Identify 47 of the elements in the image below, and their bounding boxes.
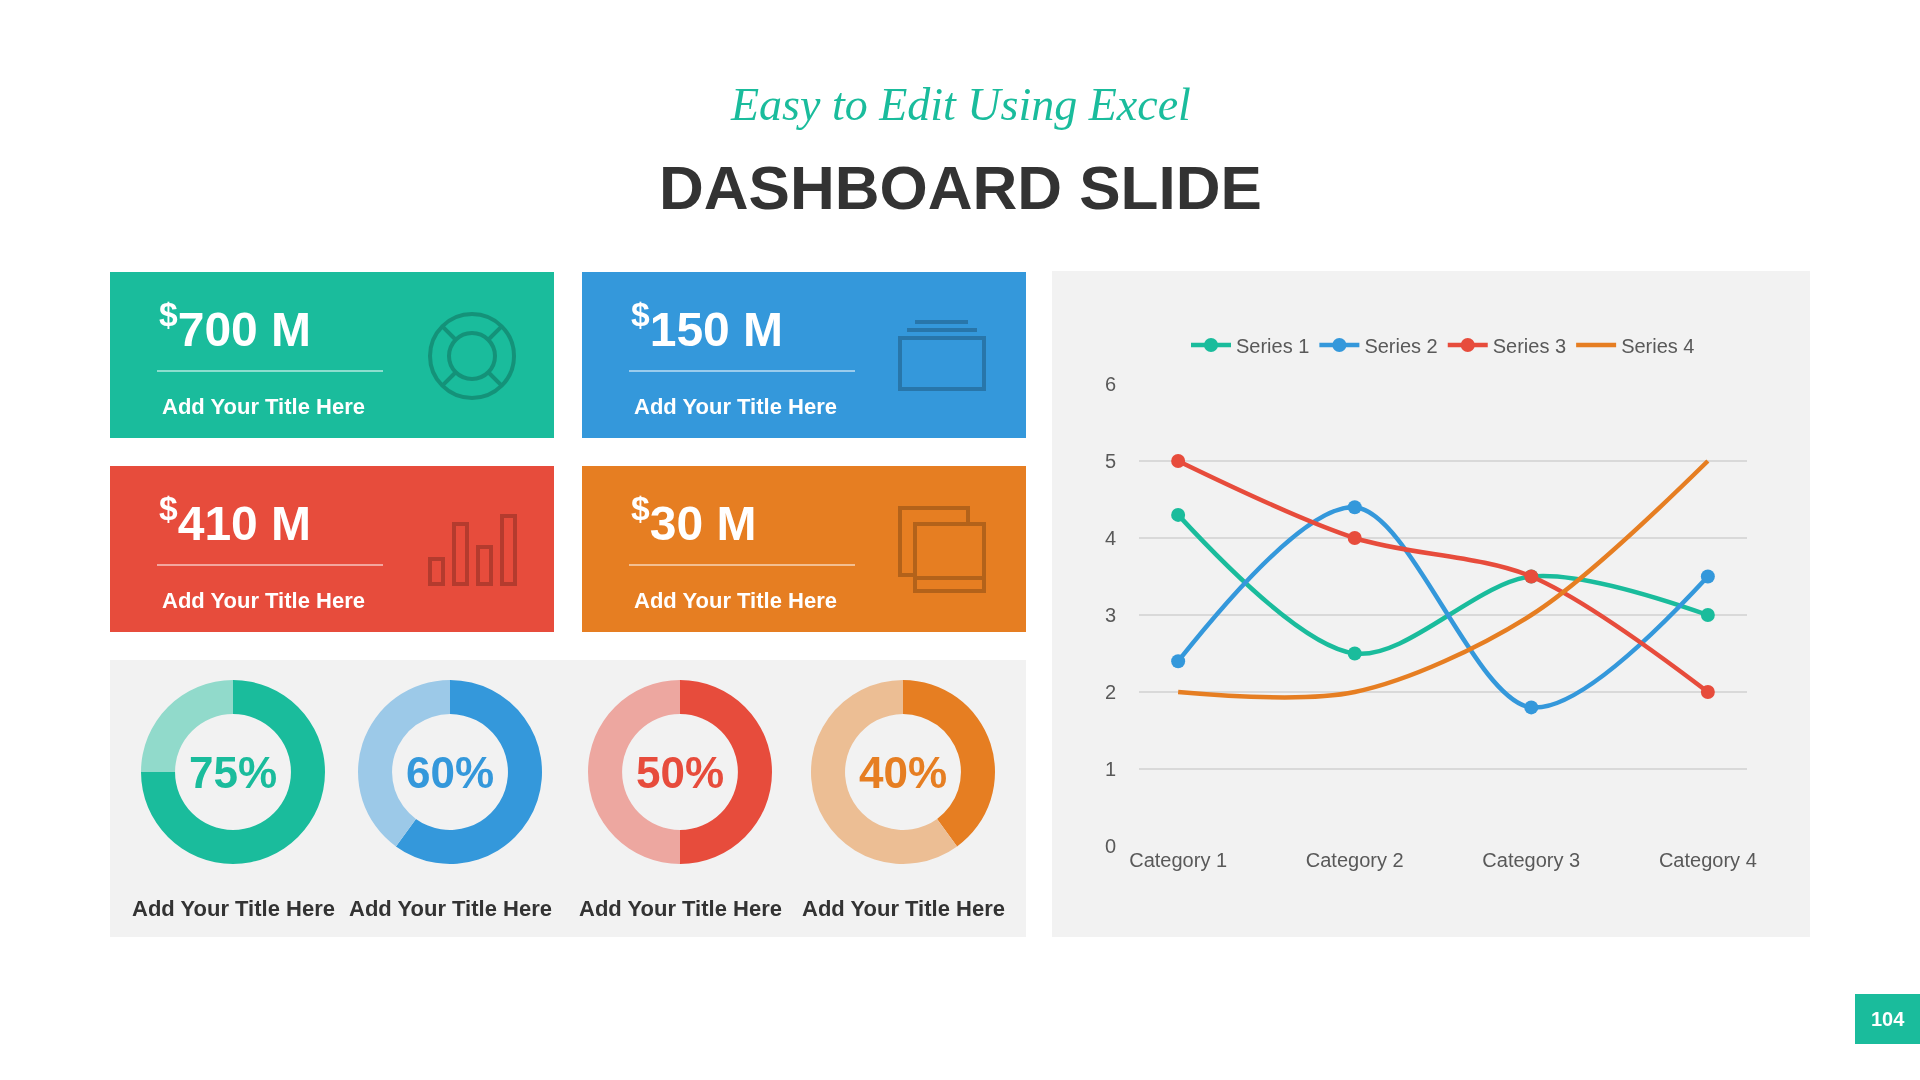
text: 40%	[859, 748, 948, 797]
legend-label: Series 3	[1492, 334, 1567, 357]
text: $^{$}$410 M	[159, 490, 312, 551]
text: Add Your Title Here	[634, 394, 837, 419]
x-tick-label: Category 4	[1658, 849, 1757, 871]
legend-label: Series 2	[1364, 334, 1438, 357]
text: Add Your Title Here	[162, 588, 365, 613]
text: Add Your Title Here	[132, 896, 335, 921]
text: $^{$}$150 M	[631, 296, 784, 357]
legend-label: Series 4	[1621, 334, 1695, 357]
y-tick-label: 3	[1104, 604, 1116, 626]
point	[1700, 569, 1715, 584]
text: $^{$}$30 M	[631, 490, 757, 551]
point	[1700, 685, 1715, 699]
text: 50%	[636, 748, 725, 797]
donut-slice	[395, 680, 542, 864]
text: Add Your Title Here	[349, 896, 552, 921]
x-tick-label: Category 2	[1305, 849, 1404, 871]
point	[1700, 608, 1715, 622]
y-tick-label: 0	[1104, 835, 1116, 857]
text: 60%	[406, 748, 495, 797]
donut-slice	[141, 680, 325, 864]
text: Easy to Edit Using Excel	[730, 79, 1191, 130]
point	[1171, 654, 1186, 669]
text: DASHBOARD SLIDE	[659, 153, 1262, 222]
point	[1524, 700, 1539, 715]
y-tick-label: 4	[1104, 527, 1116, 549]
text: Add Your Title Here	[579, 896, 782, 921]
y-tick-label: 5	[1104, 450, 1116, 472]
text: 75%	[189, 748, 278, 797]
point	[1171, 454, 1186, 468]
x-tick-label: Category 3	[1482, 849, 1581, 871]
y-tick-label: 1	[1104, 758, 1116, 780]
text: 104	[1871, 1008, 1906, 1030]
point	[1347, 500, 1362, 515]
y-tick-label: 2	[1104, 681, 1116, 703]
donut-slice	[811, 680, 958, 864]
text: $^{$}$700 M	[159, 296, 312, 357]
point	[1171, 507, 1186, 522]
text: Add Your Title Here	[162, 394, 365, 419]
point	[1347, 531, 1362, 545]
point	[1347, 646, 1362, 661]
x-tick-label: Category 1	[1129, 849, 1228, 871]
text: Add Your Title Here	[634, 588, 837, 613]
legend-label: Series 1	[1236, 334, 1310, 357]
text: Add Your Title Here	[802, 896, 1005, 921]
y-tick-label: 6	[1104, 373, 1116, 395]
